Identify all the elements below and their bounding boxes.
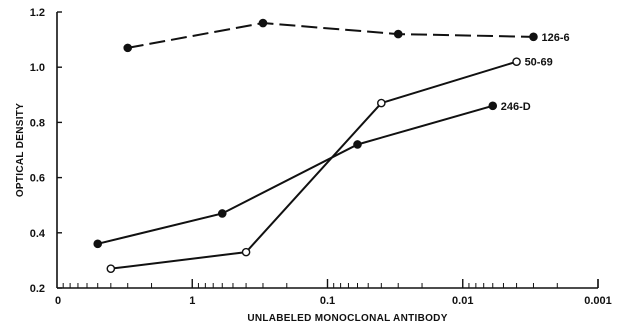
data-point <box>512 57 521 66</box>
series-50-69: 50-69 <box>106 57 553 273</box>
data-point <box>488 101 498 111</box>
series-246-D: 246-D <box>93 101 531 249</box>
x-tick-label: 0.01 <box>452 295 473 307</box>
data-point <box>93 239 103 249</box>
data-point <box>393 29 403 39</box>
series-line <box>97 104 494 245</box>
y-tick-label: 1.2 <box>30 7 45 19</box>
series-line <box>110 60 517 270</box>
data-point <box>217 209 227 218</box>
chart-axes: 0.2 0.4 0.6 0.8 1.0 1.2 0 1 0.1 0.01 0.001 <box>30 7 612 307</box>
series-126-6: 126-6 <box>123 18 570 53</box>
series-label: 50-69 <box>525 57 553 69</box>
y-tick-label: 1.0 <box>30 62 45 74</box>
series-label: 246-D <box>501 101 531 113</box>
y-tick-label: 0.8 <box>30 117 45 129</box>
data-point <box>377 98 386 108</box>
data-point <box>123 43 133 53</box>
series-line <box>127 22 534 49</box>
x-tick-label: 1 <box>189 295 195 307</box>
data-point <box>529 32 538 42</box>
series-label: 126-6 <box>541 32 569 44</box>
data-point <box>241 247 251 257</box>
chart-series: 126-6 50-69 246-D <box>93 18 570 273</box>
x-tick-label: 0.1 <box>320 295 335 307</box>
x-axis-title: UNLABELED MONOCLONAL ANTIBODY <box>247 313 447 324</box>
y-tick-label: 0.2 <box>30 283 45 295</box>
y-axis-title: OPTICAL DENSITY <box>15 103 26 197</box>
data-point <box>258 18 268 28</box>
data-point <box>353 140 362 149</box>
y-tick-label: 0.6 <box>30 173 45 185</box>
x-tick-label: 0 <box>55 295 61 307</box>
data-point <box>106 264 116 273</box>
y-tick-label: 0.4 <box>30 228 46 240</box>
x-tick-label: 0.001 <box>584 295 612 307</box>
